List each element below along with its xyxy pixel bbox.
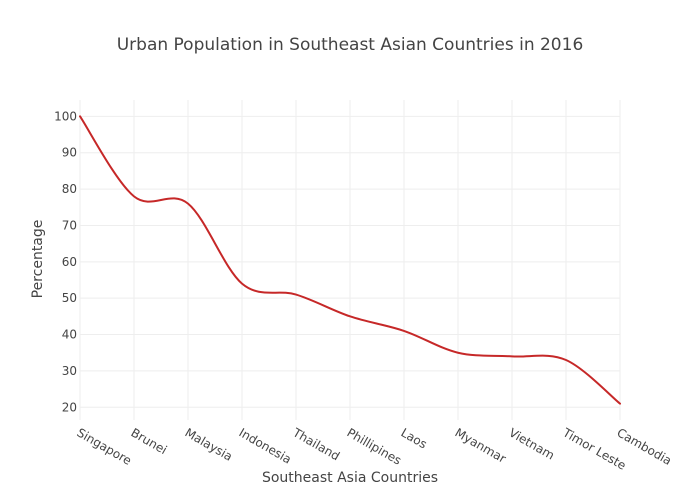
series-layer <box>78 114 622 406</box>
x-tick-label: Indonesia <box>237 425 294 466</box>
data-point <box>456 351 460 355</box>
data-point <box>132 194 136 198</box>
y-tick-label: 90 <box>62 146 77 160</box>
x-tick-label: Myanmar <box>453 425 509 465</box>
data-point <box>510 354 514 358</box>
y-tick-label: 70 <box>62 218 77 232</box>
data-point <box>618 402 622 406</box>
x-tick-label: Vietnam <box>507 425 557 462</box>
y-tick-label: 80 <box>62 182 77 196</box>
data-point <box>348 314 352 318</box>
x-tick-label: Singapore <box>75 425 134 467</box>
data-point <box>186 202 190 206</box>
y-tick-label: 30 <box>62 364 77 378</box>
x-tick-label: Malaysia <box>183 425 235 463</box>
series-line <box>79 115 621 405</box>
x-tick-label: Brunei <box>129 425 170 457</box>
data-point <box>240 282 244 286</box>
x-tick-label: Laos <box>399 425 430 451</box>
y-tick-label: 60 <box>62 255 77 269</box>
grid <box>79 100 621 420</box>
y-tick-label: 40 <box>62 328 77 342</box>
data-point <box>564 358 568 362</box>
x-tick-label: Phillipines <box>345 425 404 467</box>
y-tick-label: 50 <box>62 291 77 305</box>
y-axis-label: Percentage <box>30 220 46 299</box>
data-point <box>294 293 298 297</box>
y-tick-label: 20 <box>62 400 77 414</box>
x-axis-label: Southeast Asia Countries <box>262 470 438 486</box>
y-tick-labels: 20 30 40 50 60 70 80 90 100 <box>54 109 77 414</box>
x-tick-label: Thailand <box>290 425 343 463</box>
y-tick-label: 100 <box>54 109 77 123</box>
data-point <box>402 329 406 333</box>
data-point <box>78 114 82 118</box>
chart-title: Urban Population in Southeast Asian Coun… <box>117 35 584 55</box>
